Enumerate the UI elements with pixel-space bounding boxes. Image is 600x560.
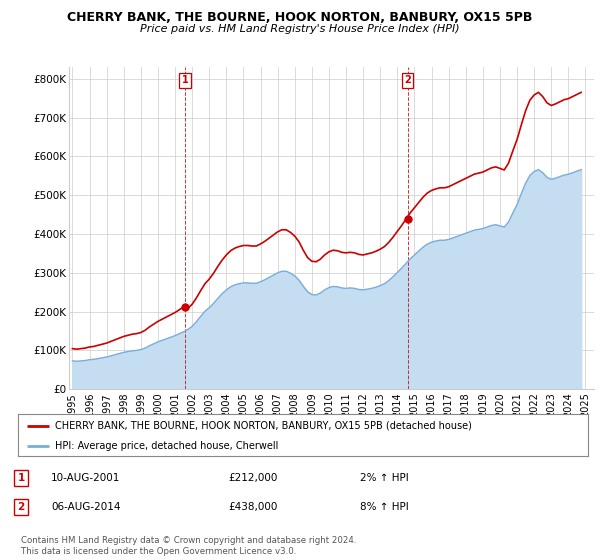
Text: CHERRY BANK, THE BOURNE, HOOK NORTON, BANBURY, OX15 5PB: CHERRY BANK, THE BOURNE, HOOK NORTON, BA… — [67, 11, 533, 24]
Text: CHERRY BANK, THE BOURNE, HOOK NORTON, BANBURY, OX15 5PB (detached house): CHERRY BANK, THE BOURNE, HOOK NORTON, BA… — [55, 421, 472, 431]
Text: 10-AUG-2001: 10-AUG-2001 — [51, 473, 121, 483]
Point — [181, 302, 190, 311]
Text: £212,000: £212,000 — [228, 473, 277, 483]
Point — [403, 215, 412, 224]
Text: Price paid vs. HM Land Registry's House Price Index (HPI): Price paid vs. HM Land Registry's House … — [140, 24, 460, 34]
Text: £438,000: £438,000 — [228, 502, 277, 512]
Text: 06-AUG-2014: 06-AUG-2014 — [51, 502, 121, 512]
Text: 8% ↑ HPI: 8% ↑ HPI — [360, 502, 409, 512]
Text: Contains HM Land Registry data © Crown copyright and database right 2024.
This d: Contains HM Land Registry data © Crown c… — [21, 536, 356, 556]
Text: 2: 2 — [404, 75, 411, 85]
Text: 2: 2 — [17, 502, 25, 512]
Text: HPI: Average price, detached house, Cherwell: HPI: Average price, detached house, Cher… — [55, 441, 278, 451]
Text: 1: 1 — [182, 75, 188, 85]
Text: 1: 1 — [17, 473, 25, 483]
Text: 2% ↑ HPI: 2% ↑ HPI — [360, 473, 409, 483]
